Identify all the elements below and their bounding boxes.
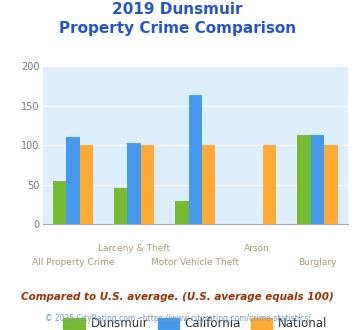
Bar [263,145,277,224]
Bar [311,135,324,224]
Text: Property Crime Comparison: Property Crime Comparison [59,21,296,36]
Text: Motor Vehicle Theft: Motor Vehicle Theft [151,258,239,267]
Text: Compared to U.S. average. (U.S. average equals 100): Compared to U.S. average. (U.S. average … [21,292,334,302]
Bar [202,145,215,224]
Bar [80,145,93,224]
Text: Larceny & Theft: Larceny & Theft [98,244,170,253]
Bar [114,188,127,224]
Bar [324,145,338,224]
Bar [175,201,189,224]
Bar [66,137,80,224]
Bar [189,95,202,224]
Text: Burglary: Burglary [298,258,337,267]
Bar [297,135,311,224]
Text: 2019 Dunsmuir: 2019 Dunsmuir [112,2,243,16]
Bar [141,145,154,224]
Bar [53,181,66,224]
Text: © 2025 CityRating.com - https://www.cityrating.com/crime-statistics/: © 2025 CityRating.com - https://www.city… [45,314,310,323]
Bar [127,143,141,224]
Legend: Dunsmuir, California, National: Dunsmuir, California, National [59,313,332,330]
Text: Arson: Arson [244,244,269,253]
Text: All Property Crime: All Property Crime [32,258,114,267]
